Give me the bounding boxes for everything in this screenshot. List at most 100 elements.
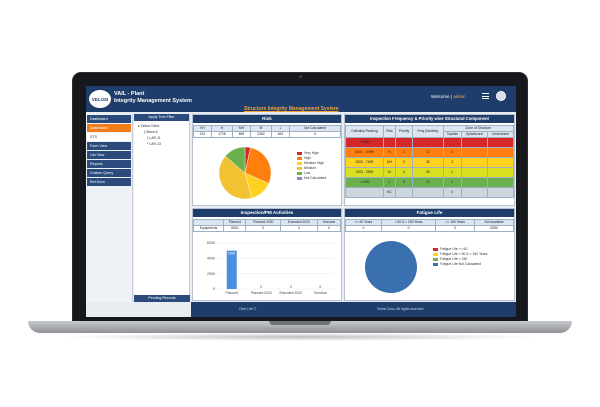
app-title-line1: VAIL - Plant <box>114 91 145 97</box>
table-cell[interactable]: 2 <box>442 157 463 168</box>
pie-slice[interactable] <box>224 146 246 174</box>
legend-swatch <box>433 258 438 261</box>
table-cell: < 1000 <box>345 177 384 188</box>
legend-swatch <box>297 167 302 170</box>
legend-item: Fatigue Life > 150 <box>433 257 488 262</box>
laptop-notch <box>269 321 331 325</box>
sidebar-item-dashboard[interactable]: Dashboard <box>87 124 131 132</box>
table-cell: 1500 - 14999 <box>345 147 384 158</box>
table-cell[interactable]: 210 <box>193 131 212 138</box>
table-cell[interactable]: 842 <box>271 131 290 138</box>
app-title: VAIL - Plant Integrity Management System <box>114 91 192 105</box>
legend-swatch <box>297 162 302 165</box>
pie-slice[interactable] <box>244 147 272 184</box>
col-header: Freq.(Months) <box>412 125 444 138</box>
table-cell[interactable]: 0 <box>316 225 342 232</box>
legend-label: Fatigue Life <= 60 <box>440 247 468 251</box>
x-tick-label: Planned <box>226 291 239 295</box>
table-cell[interactable]: 2482 <box>249 131 273 138</box>
table-cell[interactable] <box>487 137 514 148</box>
laptop-screen: VELOSI VAIL - Plant Integrity Management… <box>86 86 516 317</box>
x-tick-label: Executed 2020 <box>279 291 302 295</box>
tree-node[interactable]: ├ Block A <box>143 130 158 134</box>
table-cell[interactable]: 869 <box>232 131 251 138</box>
table-cell: 1000 - 2999 <box>345 167 384 178</box>
sidebar-item-ref-docs[interactable]: Ref Docs <box>87 178 131 186</box>
table-cell[interactable] <box>461 177 489 188</box>
table-cell: 4 <box>394 167 414 178</box>
tree-node[interactable]: ▸ Velosi Client <box>138 124 160 128</box>
table-cell[interactable]: 0 <box>345 225 382 232</box>
legend-swatch <box>433 253 438 256</box>
table-cell[interactable]: 0 <box>442 187 463 198</box>
table-cell[interactable] <box>442 137 463 148</box>
table-cell <box>394 187 414 198</box>
table-cell[interactable] <box>487 187 514 198</box>
table-cell[interactable] <box>461 157 489 168</box>
bar[interactable] <box>226 250 237 289</box>
tree-node[interactable]: ├ LAR-11 <box>146 136 161 140</box>
activities-bar-chart: 0 2000 4000 6000 5000 Planned 0 Planned 2020 0 Ex… <box>207 241 335 295</box>
frequency-table: Criticality Ranking Risk Priority Freq.(… <box>345 125 515 198</box>
table-row: NC 0 <box>345 187 514 198</box>
activities-table: Planned Planned 2020 Executed 2020 Overd… <box>192 219 342 232</box>
y-tick-label: 4000 <box>207 257 215 261</box>
table-cell[interactable]: 0 <box>435 225 476 232</box>
table-cell[interactable]: 0 <box>288 131 342 138</box>
table-row: 1500 - 14999 H 2 12 0 <box>345 147 514 158</box>
legend-item: High <box>297 156 326 161</box>
table-cell: 3 <box>394 157 414 168</box>
tree-filter-button[interactable]: Apply Tree Filter <box>134 114 189 121</box>
legend-item: Very High <box>297 151 326 156</box>
app-header: VELOSI VAIL - Plant Integrity Management… <box>86 86 516 112</box>
sidebar-item-sts[interactable]: STS <box>87 133 131 141</box>
pending-records-button[interactable]: Pending Records <box>134 295 190 302</box>
data-label: 0 <box>260 285 262 289</box>
table-cell: 5 <box>394 177 414 188</box>
table-cell[interactable] <box>487 167 514 178</box>
pie-slice[interactable] <box>365 241 417 293</box>
tree-node[interactable]: └ LAR-13 <box>146 142 161 146</box>
pie-slice[interactable] <box>218 155 253 200</box>
table-cell[interactable]: 6350 <box>474 225 514 232</box>
menu-icon[interactable] <box>482 93 489 99</box>
risk-legend: Very High High Medium High Medium Low Not Cal… <box>297 151 326 181</box>
table-cell[interactable]: 0 <box>245 225 281 232</box>
table-cell[interactable]: 2 <box>442 167 463 178</box>
table-cell <box>394 137 414 148</box>
table-cell: 72 <box>412 177 444 188</box>
avatar[interactable] <box>496 91 506 101</box>
username-link[interactable]: admin <box>453 94 466 99</box>
laptop-base <box>28 321 572 333</box>
legend-item: Fatigue Life Not Calculated <box>433 262 488 267</box>
table-cell[interactable]: 5000 <box>223 225 247 232</box>
sidebar-item-form-view[interactable]: Form View <box>87 142 131 150</box>
table-cell <box>412 137 444 148</box>
table-cell[interactable]: 0 <box>380 225 437 232</box>
table-cell[interactable] <box>461 147 489 158</box>
table-cell: > 5000 <box>345 137 384 148</box>
table-cell[interactable] <box>487 157 514 168</box>
sidebar-item-reports[interactable]: Reports <box>87 160 131 168</box>
table-cell: H <box>382 147 396 158</box>
legend-item: Not Calculated <box>297 176 326 181</box>
table-cell: 48 <box>412 167 444 178</box>
x-tick-label: Planned 2020 <box>251 291 272 295</box>
table-cell[interactable] <box>487 147 514 158</box>
laptop-shadow <box>60 333 540 341</box>
table-cell[interactable] <box>487 177 514 188</box>
legend-label: Fatigue Life > 60 & < 150 Years <box>440 252 488 256</box>
table-cell[interactable]: 0 <box>442 147 463 158</box>
table-cell[interactable] <box>461 167 489 178</box>
sidebar-item-dashboard[interactable]: Dashboard <box>87 115 131 123</box>
sidebar-item-custom-query[interactable]: Custom Query <box>87 169 131 177</box>
table-cell[interactable] <box>461 137 489 148</box>
table-cell[interactable]: 1728 <box>210 131 234 138</box>
table-cell[interactable]: 0 <box>442 177 463 188</box>
sidebar-item-list-view[interactable]: List View <box>87 151 131 159</box>
table-cell[interactable]: 0 <box>279 225 318 232</box>
table-cell: M <box>382 167 396 178</box>
legend-swatch <box>297 177 302 180</box>
table-cell[interactable] <box>461 187 489 198</box>
app-title-line2: Integrity Management System <box>114 98 192 104</box>
